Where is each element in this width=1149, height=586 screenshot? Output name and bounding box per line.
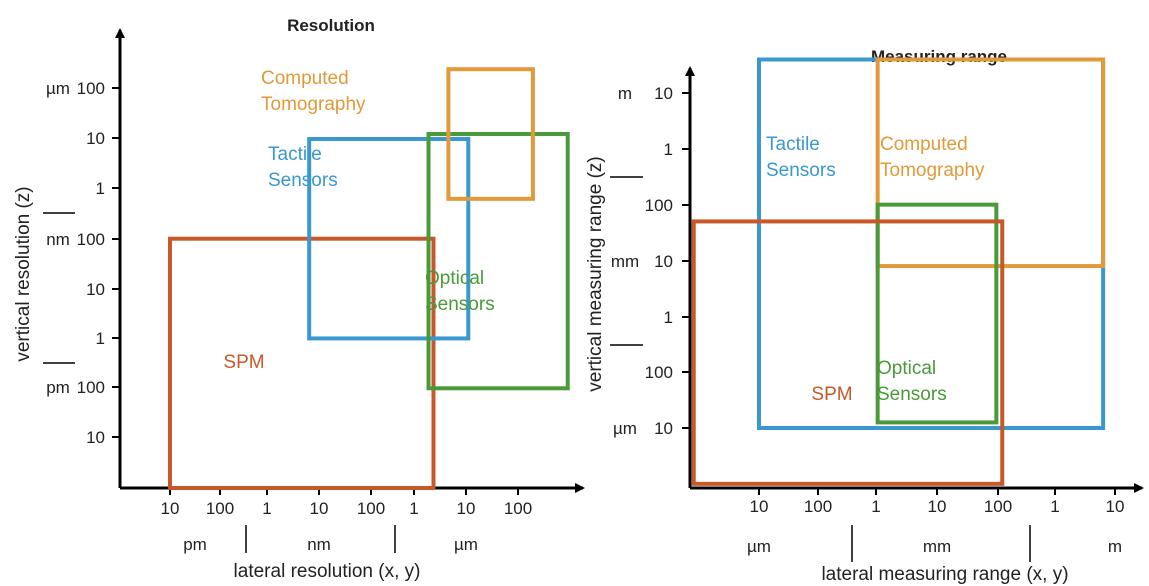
region-label-optical-sensors: Optical Sensors [425,268,495,315]
y-tick-label: 1 [664,140,673,159]
x-unit-label: nm [307,535,331,554]
region-computed-tomography [875,57,1106,269]
x-tick-label: 10 [161,499,180,518]
y-tick-label: 100 [77,79,105,98]
y-unit-label: nm [46,230,70,249]
x-axis-label: lateral measuring range (x, y) [821,564,1068,585]
y-tick-label: 100 [77,378,105,397]
region-optical-sensors [426,132,570,391]
y-axis-label: vertical resolution (z) [13,186,34,361]
region-tactile-sensors [307,137,471,341]
x-tick-label: 1 [1050,497,1059,516]
region-label-computed-tomography: Computed Tomography [880,134,985,181]
x-tick-label: 10 [1106,497,1125,516]
x-unit-label: µm [747,537,771,556]
y-tick-label: 1 [96,329,105,348]
region-label-computed-tomography: Computed Tomography [261,68,366,115]
x-tick-label: 1 [262,499,271,518]
y-tick-label: 10 [86,129,105,148]
y-tick-label: 10 [86,280,105,299]
region-computed-tomography [446,67,535,201]
x-tick-label: 100 [357,499,385,518]
x-unit-label: mm [923,537,951,556]
y-unit-label: m [618,84,632,103]
y-tick-label: 10 [86,428,105,447]
y-tick-label: 10 [654,84,673,103]
region-label-tactile-sensors: Tactile Sensors [766,134,836,181]
region-spm [691,219,1005,486]
y-unit-label: µm [46,79,70,98]
region-label-spm: SPM [223,352,264,373]
x-tick-label: 10 [750,497,769,516]
x-unit-label: µm [454,535,478,554]
region-label-optical-sensors: Optical Sensors [877,358,947,405]
x-unit-label: pm [183,535,207,554]
y-tick-label: 100 [77,230,105,249]
chart-title: Measuring range [871,47,1007,66]
x-unit-label: m [1108,537,1122,556]
x-tick-label: 1 [871,497,880,516]
x-tick-label: 100 [984,497,1012,516]
chart-title: Resolution [287,16,375,35]
x-tick-label: 100 [804,497,832,516]
y-tick-label: 1 [96,179,105,198]
region-spm [168,236,436,490]
region-optical-sensors [875,202,999,425]
x-axis-label: lateral resolution (x, y) [234,561,421,582]
y-tick-label: 1 [664,308,673,327]
region-label-tactile-sensors: Tactile Sensors [268,144,338,191]
x-tick-label: 1 [409,499,418,518]
x-tick-label: 10 [310,499,329,518]
region-label-spm: SPM [811,384,852,405]
x-tick-label: 100 [504,499,532,518]
y-tick-label: 10 [654,419,673,438]
y-unit-label: µm [613,419,637,438]
x-tick-label: 100 [206,499,234,518]
x-tick-label: 10 [457,499,476,518]
y-unit-label: pm [46,378,70,397]
y-tick-label: 100 [645,363,673,382]
y-axis-label: vertical measuring range (z) [585,156,606,391]
x-tick-label: 10 [928,497,947,516]
y-tick-label: 10 [654,252,673,271]
y-unit-label: mm [611,252,639,271]
resolution-chart: Resolution 10 100 1 10 100 1 10 100 pm nm µm 10 100… [13,16,585,582]
y-tick-label: 100 [645,196,673,215]
